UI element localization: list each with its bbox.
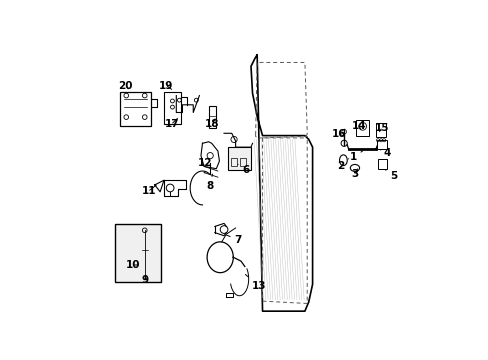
Bar [240, 158, 246, 166]
Text: 10: 10 [126, 260, 140, 270]
Bar [163, 92, 181, 124]
Bar [115, 224, 161, 282]
Text: 8: 8 [206, 174, 213, 191]
Bar [230, 158, 237, 166]
Text: 19: 19 [159, 81, 173, 91]
Bar [208, 106, 216, 128]
Bar [120, 92, 151, 126]
Text: 11: 11 [141, 185, 156, 196]
Bar [377, 159, 386, 170]
Text: 9: 9 [142, 275, 149, 285]
Text: 15: 15 [374, 123, 388, 133]
Text: 6: 6 [237, 164, 249, 175]
Text: 2: 2 [337, 159, 348, 171]
Text: 3: 3 [350, 169, 358, 179]
Text: 5: 5 [385, 170, 396, 181]
Bar [227, 147, 250, 170]
Text: 20: 20 [118, 81, 132, 91]
Bar [375, 123, 385, 137]
Text: 4: 4 [379, 148, 390, 158]
Bar [376, 140, 386, 149]
Text: 18: 18 [205, 119, 219, 129]
Text: 17: 17 [164, 118, 179, 129]
Text: 14: 14 [351, 121, 366, 131]
Text: 13: 13 [245, 274, 265, 291]
Text: 12: 12 [197, 158, 212, 173]
Text: 1: 1 [349, 151, 362, 162]
Text: 16: 16 [332, 129, 346, 139]
Text: 7: 7 [226, 235, 241, 244]
Bar [356, 120, 368, 136]
